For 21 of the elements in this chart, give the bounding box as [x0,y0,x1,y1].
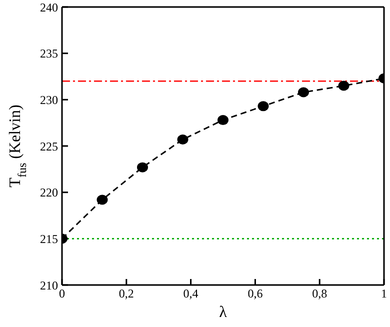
y-tick-label: 220 [40,186,58,200]
x-axis-title: λ [219,304,228,321]
x-tick-label: 0,6 [248,286,263,301]
point [218,115,228,126]
x-tick-label: 0,4 [183,286,198,301]
x-tick-label: 1 [381,286,387,301]
point [96,194,108,205]
x-tick-label: 0,8 [312,286,328,301]
y-tick-label: 215 [40,232,58,246]
y-tick-label: 210 [40,278,58,292]
point [338,80,350,91]
point [298,87,309,98]
point [137,162,148,172]
x-tick-label: 0,2 [118,286,134,301]
y-tick-label: 240 [40,0,58,14]
point [177,134,188,145]
y-tick-label: 225 [40,139,58,154]
point [258,101,269,112]
y-tick-label: 235 [40,46,58,61]
x-tick-label: 0 [59,286,65,301]
y-tick-label: 230 [40,92,58,107]
